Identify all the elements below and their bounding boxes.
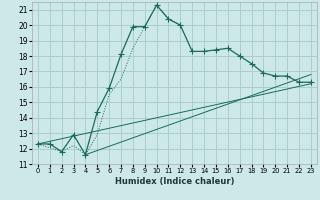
X-axis label: Humidex (Indice chaleur): Humidex (Indice chaleur) — [115, 177, 234, 186]
